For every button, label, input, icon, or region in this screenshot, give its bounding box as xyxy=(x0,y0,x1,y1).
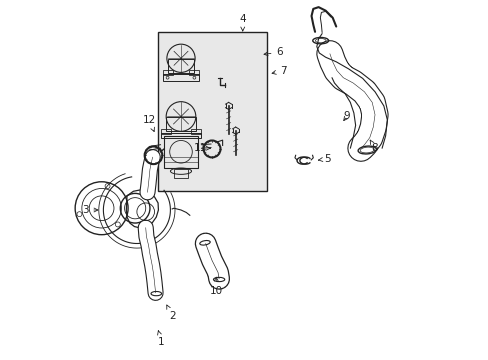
Bar xyxy=(167,59,194,73)
Bar xyxy=(160,129,171,134)
Text: 11: 11 xyxy=(193,143,210,153)
Bar xyxy=(160,133,201,138)
Bar xyxy=(163,74,199,81)
Bar xyxy=(164,136,198,168)
Text: 7: 7 xyxy=(271,66,286,76)
Text: 8: 8 xyxy=(369,140,378,153)
Text: 4: 4 xyxy=(239,14,245,31)
Bar xyxy=(166,117,195,131)
Bar xyxy=(174,170,188,178)
Bar xyxy=(158,32,267,190)
Text: 10: 10 xyxy=(209,277,223,296)
Text: 3: 3 xyxy=(81,205,98,215)
Text: 9: 9 xyxy=(343,112,349,121)
Bar xyxy=(190,129,201,134)
Text: 12: 12 xyxy=(142,115,156,131)
Text: 1: 1 xyxy=(157,331,164,347)
Text: 6: 6 xyxy=(264,47,283,57)
Bar xyxy=(163,70,172,75)
Text: 2: 2 xyxy=(166,305,175,321)
Bar xyxy=(189,70,199,75)
Text: 5: 5 xyxy=(318,154,330,164)
